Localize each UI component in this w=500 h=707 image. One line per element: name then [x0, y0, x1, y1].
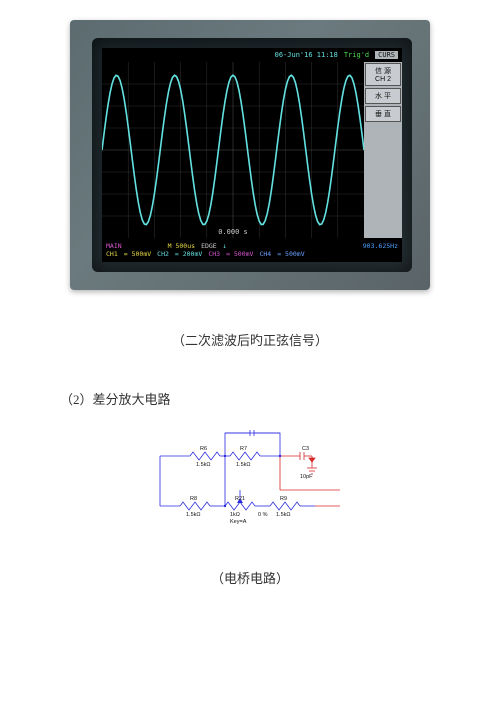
r21-val: 1kΩ [230, 512, 240, 518]
ch3-label: CH3 [208, 250, 220, 258]
scope-topbar: 06-Jun'16 11:18 Trig'd CURS [102, 48, 402, 62]
scope-waveform [102, 62, 364, 238]
ch1-val: = 500mV [124, 250, 151, 258]
r21-name: R21 [235, 496, 245, 502]
scope-bezel: 06-Jun'16 11:18 Trig'd CURS [92, 38, 412, 272]
scope-edge: EDGE [201, 242, 217, 250]
scope-main: MAIN [106, 242, 122, 250]
scope-bottombar: MAIN M 500us EDGE ↓ 903.625Hz CH1 = 500m… [102, 238, 402, 262]
c3-val: 10pF [300, 474, 313, 480]
scope-freq: 903.625Hz [363, 242, 398, 250]
scope-curs: CURS [375, 51, 398, 59]
section-head: （2）差分放大电路 [60, 389, 450, 408]
circuit-caption: （电桥电路） [50, 568, 450, 587]
scope-trig-arrow: ↓ [223, 242, 227, 250]
ch2-label: CH2 [157, 250, 169, 258]
scope-timebase: M 500us [168, 242, 195, 250]
scope-caption: （二次滤波后旳正弦信号） [50, 330, 450, 349]
scope-time-cursor: 0.000 s [218, 228, 248, 236]
ch3-val: = 500mV [226, 250, 253, 258]
r8-val: 1.5kΩ [186, 512, 201, 518]
scope-datetime: 06-Jun'16 11:18 [275, 51, 338, 59]
r6-val: 1.5kΩ [196, 462, 211, 468]
side-vertical: 垂 直 [365, 106, 401, 122]
r21-pct: 0 % [258, 512, 268, 518]
circuit-diagram: 220PF R6 1.5kΩ R7 1.5kΩ [130, 428, 370, 538]
c3-name: C3 [302, 446, 309, 452]
r7-val: 1.5kΩ [236, 462, 251, 468]
scope-screen: 06-Jun'16 11:18 Trig'd CURS [102, 48, 402, 262]
scope-plot: 0.000 s [102, 62, 364, 238]
circuit-svg: 220PF R6 1.5kΩ R7 1.5kΩ [130, 428, 370, 538]
side-source: 信 源 CH 2 [365, 63, 401, 86]
side-source-label: 信 源 [369, 66, 397, 76]
ch2-val: = 200mV [175, 250, 202, 258]
r6-name: R6 [200, 446, 207, 452]
r21-key: Key=A [230, 519, 247, 525]
ch4-label: CH4 [259, 250, 271, 258]
cap-top-label: 220PF [240, 428, 257, 429]
ch1-label: CH1 [106, 250, 118, 258]
r8-name: R8 [190, 496, 197, 502]
r9-val: 1.5kΩ [276, 512, 291, 518]
ch4-val: = 500mV [277, 250, 304, 258]
side-horizontal: 水 平 [365, 88, 401, 104]
side-source-ch: CH 2 [369, 76, 397, 83]
scope-side-panel: 信 源 CH 2 水 平 垂 直 [364, 62, 402, 238]
r9-name: R9 [280, 496, 287, 502]
r7-name: R7 [240, 446, 247, 452]
scope-trig-status: Trig'd [344, 51, 369, 59]
oscilloscope-photo: 06-Jun'16 11:18 Trig'd CURS [70, 20, 430, 290]
